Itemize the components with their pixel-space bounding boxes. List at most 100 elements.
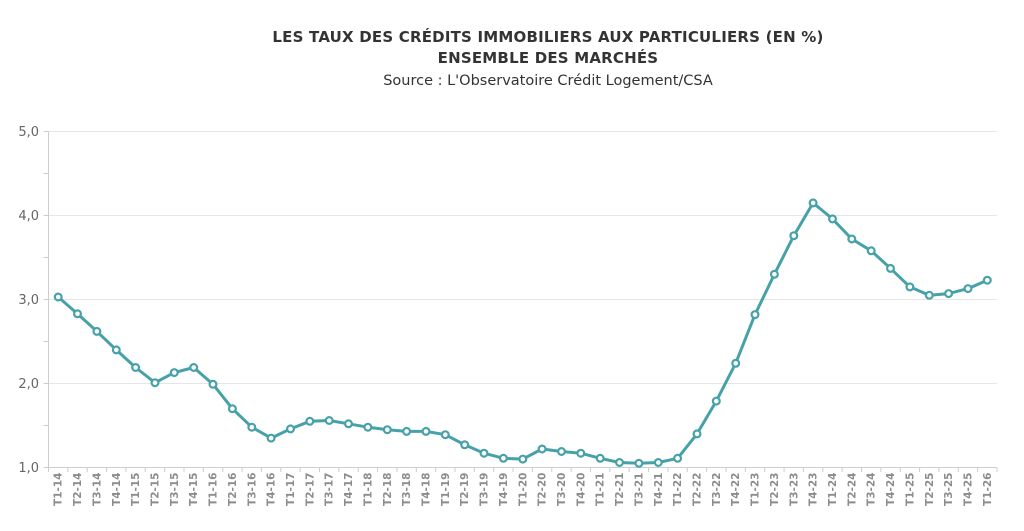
x-axis-label: T3-18 [401,473,413,506]
x-axis-label: T3-14 [91,473,103,506]
x-axis-label: T3-21 [633,473,645,506]
x-axis-label: T3-23 [788,473,800,506]
x-axis-label: T4-14 [111,473,123,506]
x-axis-label: T1-21 [595,473,607,506]
x-axis-label: T1-19 [440,473,452,506]
y-axis-labels: 1,0 2,0 3,0 4,0 5,0 [18,125,39,476]
x-axis-label: T3-20 [556,473,568,506]
x-axis-label: T3-22 [711,473,723,506]
x-axis-label: T2-22 [691,473,703,506]
data-point-marker [169,368,179,378]
data-point-marker [131,363,141,373]
data-point-marker [750,310,760,320]
data-point-marker [498,453,508,463]
x-axis-label: T2-19 [459,473,471,506]
data-point-marker [595,453,605,463]
data-point-marker [673,453,683,463]
x-axis-label: T2-18 [382,473,394,506]
data-point-marker [150,378,160,388]
x-axis-label: T3-25 [943,473,955,506]
x-axis-label: T4-21 [653,473,665,506]
data-point-marker [808,198,818,208]
y-axis-label: 1,0 [18,461,39,476]
data-point-marker [827,214,837,224]
x-axis-label: T1-26 [982,473,994,506]
x-axis-label: T2-25 [924,473,936,506]
x-axis-label: T4-18 [420,473,432,506]
data-point-marker [189,363,199,373]
x-axis-label: T3-19 [479,473,491,506]
x-axis-label: T1-15 [130,473,142,506]
chart-title: LES TAUX DES CRÉDITS IMMOBILIERS AUX PAR… [272,28,824,46]
y-axis-label: 5,0 [18,125,39,140]
x-axis-label: T1-24 [827,473,839,506]
data-point-marker [421,426,431,436]
chart-subtitle: ENSEMBLE DES MARCHÉS [437,49,659,67]
data-point-marker [266,433,276,443]
x-axis-label: T2-16 [227,473,239,506]
data-point-marker [905,282,915,292]
data-point-marker [518,454,528,464]
x-axis-label: T1-25 [904,473,916,506]
data-point-marker [305,416,315,426]
data-point-marker [982,275,992,285]
data-point-marker [866,246,876,256]
data-point-marker [537,444,547,454]
x-axis-label: T2-23 [769,473,781,506]
data-point-marker [634,458,644,468]
x-axis-label: T1-23 [750,473,762,506]
data-point-marker [556,447,566,457]
x-axis-label: T4-24 [885,473,897,506]
data-point-marker [769,269,779,279]
x-axis-label: T2-21 [614,473,626,506]
data-point-marker [53,292,63,302]
x-axis-label: T1-22 [672,473,684,506]
data-point-marker [363,422,373,432]
x-axis-label: T2-20 [537,473,549,506]
y-axis-label: 4,0 [18,209,39,224]
chart-header: LES TAUX DES CRÉDITS IMMOBILIERS AUX PAR… [72,27,1024,92]
x-axis-label: T1-14 [53,473,65,506]
data-point-marker [111,345,121,355]
x-axis-labels: T1-14 T2-14 T3-14 T4-14 T1-15 T2-15 T3-15 T4-15… [53,472,994,505]
y-axis-label: 2,0 [18,377,39,392]
data-point-marker [344,419,354,429]
x-axis-label: T4-23 [808,473,820,506]
x-axis-label: T2-14 [72,473,84,506]
data-point-marker [653,458,663,468]
data-point-marker [692,429,702,439]
data-point-marker [227,404,237,414]
data-point-marker [847,234,857,244]
data-point-marker [963,284,973,294]
y-axis-label: 3,0 [18,293,39,308]
rate-line-series [56,201,989,465]
data-point-marker [460,440,470,450]
data-point-marker [885,263,895,273]
data-point-marker [247,422,257,432]
x-axis-label: T4-17 [343,473,355,506]
data-point-marker [711,396,721,406]
x-axis-label: T1-18 [362,473,374,506]
x-axis-label: T2-24 [846,473,858,506]
data-point-marker [382,425,392,435]
data-point-marker [731,358,741,368]
y-gridlines [48,131,997,384]
data-point-marker [324,416,334,426]
data-point-marker [402,426,412,436]
x-axis-label: T4-19 [498,472,510,505]
data-point-marker [440,430,450,440]
data-point-marker [286,424,296,434]
x-axis-label: T3-17 [324,473,336,506]
x-axis-label: T4-20 [575,473,587,506]
data-point-marker [479,448,489,458]
x-axis-label: T2-15 [149,473,161,506]
x-axis-label: T1-16 [208,473,220,506]
data-point-marker [614,458,624,468]
data-point-marker [72,309,82,319]
data-point-marker [789,231,799,241]
x-axis-label: T3-24 [866,473,878,506]
data-point-marker [208,379,218,389]
x-axis-label: T4-22 [730,473,742,506]
x-axis [48,467,998,472]
